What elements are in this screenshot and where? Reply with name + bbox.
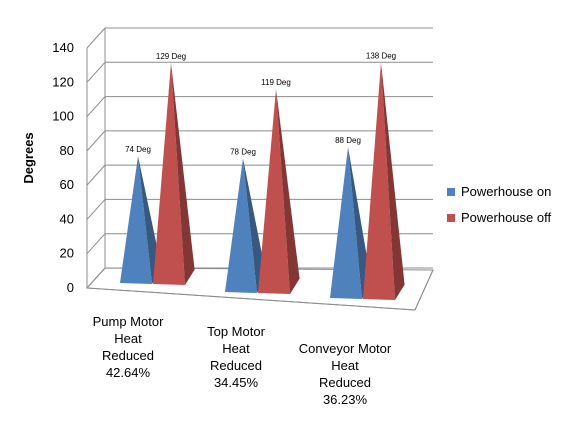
floor-right-edge: [414, 269, 434, 311]
x-category-label-line: Heat: [331, 358, 359, 373]
y-tick-label: 140: [52, 40, 74, 55]
side-gridline: [86, 130, 106, 152]
legend-label: Powerhouse on: [461, 184, 551, 199]
data-label: 88 Deg: [335, 136, 361, 145]
pyramid-side-face: [276, 89, 300, 294]
side-gridline: [86, 61, 106, 83]
y-tick-label: 40: [60, 211, 74, 226]
x-category-label-line: Reduced: [319, 375, 371, 390]
x-category-label-line: Top Motor: [207, 324, 265, 339]
side-gridline: [86, 233, 106, 255]
pyramid-front-face: [363, 62, 395, 300]
x-category-label-line: 42.64%: [106, 365, 151, 380]
data-label: 74 Deg: [125, 145, 151, 154]
data-label: 119 Deg: [261, 78, 291, 87]
side-gridline: [86, 199, 106, 220]
x-category-label-line: Heat: [222, 341, 250, 356]
pyramid-side-face: [348, 147, 372, 299]
x-category-label: Pump Motor Heat Reduced 42.64%: [93, 314, 164, 380]
legend-swatch: [447, 214, 455, 222]
x-category-label-line: Heat: [114, 331, 142, 346]
x-category-label: Top Motor Heat Reduced 34.45%: [207, 324, 265, 390]
y-tick-label: 20: [60, 246, 74, 261]
y-tick-label: 80: [60, 143, 74, 158]
pyramid-front-face: [330, 147, 362, 299]
y-tick-label: 100: [52, 109, 74, 124]
pyramid-front-face: [120, 156, 152, 284]
legend-swatch: [447, 188, 455, 196]
data-label: 78 Deg: [230, 147, 256, 156]
x-category-label-line: 34.45%: [214, 375, 259, 390]
x-category-label-line: Reduced: [210, 358, 262, 373]
pyramid-front-face: [225, 158, 257, 293]
x-category-label-line: Conveyor Motor: [299, 341, 392, 356]
side-gridline: [86, 164, 106, 186]
x-category-label-line: Pump Motor: [93, 314, 164, 329]
pyramid-side-face: [381, 62, 405, 300]
pyramid-front-face: [153, 62, 185, 285]
y-tick-label: 0: [67, 280, 74, 295]
x-category-label-line: Reduced: [102, 348, 154, 363]
data-label: 138 Deg: [366, 51, 396, 60]
pyramid-front-face: [258, 89, 290, 294]
x-category-label: Conveyor Motor Heat Reduced 36.23%: [299, 341, 392, 407]
y-tick-label: 60: [60, 177, 74, 192]
x-category-label-line: 36.23%: [323, 392, 368, 407]
pyramid-side-face: [171, 62, 195, 285]
y-axis-title: Degrees: [21, 132, 36, 183]
pyramid-side-face: [243, 158, 267, 293]
side-gridline: [86, 27, 106, 49]
x-axis-line: [86, 287, 416, 311]
y-tick-label: 120: [52, 74, 74, 89]
side-gridline: [86, 96, 106, 117]
legend-label: Powerhouse off: [461, 210, 551, 225]
data-label: 129 Deg: [156, 52, 186, 61]
